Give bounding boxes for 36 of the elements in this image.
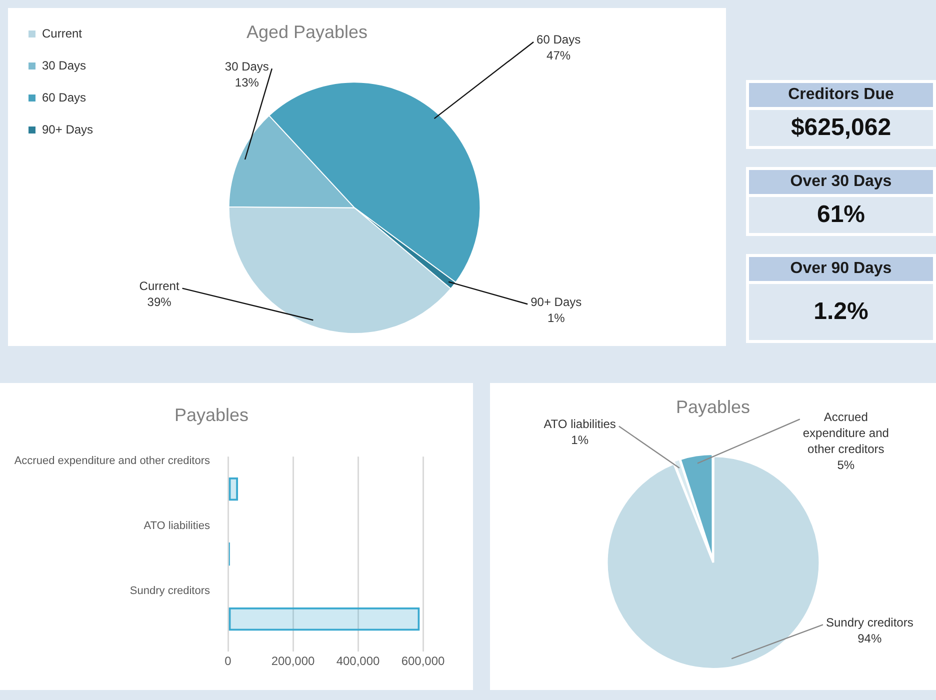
x-tick-label: 200,000 [271, 654, 316, 668]
y-tick-label: ATO liabilities [144, 520, 210, 532]
text: $625,062 [749, 110, 933, 146]
slice-label: Sundry creditors [826, 615, 914, 630]
chart-title: Payables [676, 396, 750, 417]
slice-label: 60 Days [536, 32, 581, 47]
x-tick-label: 600,000 [401, 654, 446, 668]
data-label: 1% [571, 432, 589, 447]
chart-title: Payables [174, 404, 249, 425]
y-tick-label: Sundry creditors [130, 585, 210, 598]
slice-label: ATO liabilities [544, 416, 616, 431]
x-tick-label: 0 [224, 654, 232, 668]
slice-label: 30 Days [224, 59, 269, 74]
text: Over 90 Days [749, 257, 933, 281]
bar [228, 477, 238, 501]
data-label: 5% [837, 458, 855, 472]
y-tick-label: Accrued expenditure and other creditors [14, 455, 210, 468]
data-label: 1% [547, 310, 566, 325]
x-tick-label: 400,000 [336, 654, 380, 668]
legend-label: 90+ Days [42, 122, 94, 136]
slice-label: Current [139, 279, 180, 294]
text: Over 30 Days [749, 170, 933, 194]
data-label: 47% [546, 48, 571, 63]
text: 1.2% [749, 284, 933, 340]
data-label: 13% [234, 75, 260, 90]
text: Creditors Due [749, 83, 933, 107]
chart-title: Aged Payables [246, 22, 368, 42]
legend-label: Current [42, 26, 83, 40]
data-label: 39% [147, 295, 172, 310]
text: 61% [749, 197, 933, 233]
data-label: 94% [858, 631, 882, 646]
slice-label: 90+ Days [530, 294, 582, 309]
bar [228, 607, 420, 631]
legend-label: 30 Days [42, 58, 86, 72]
slice-label: Accrued expenditure and other creditors [802, 410, 889, 456]
legend-label: 60 Days [42, 90, 86, 104]
